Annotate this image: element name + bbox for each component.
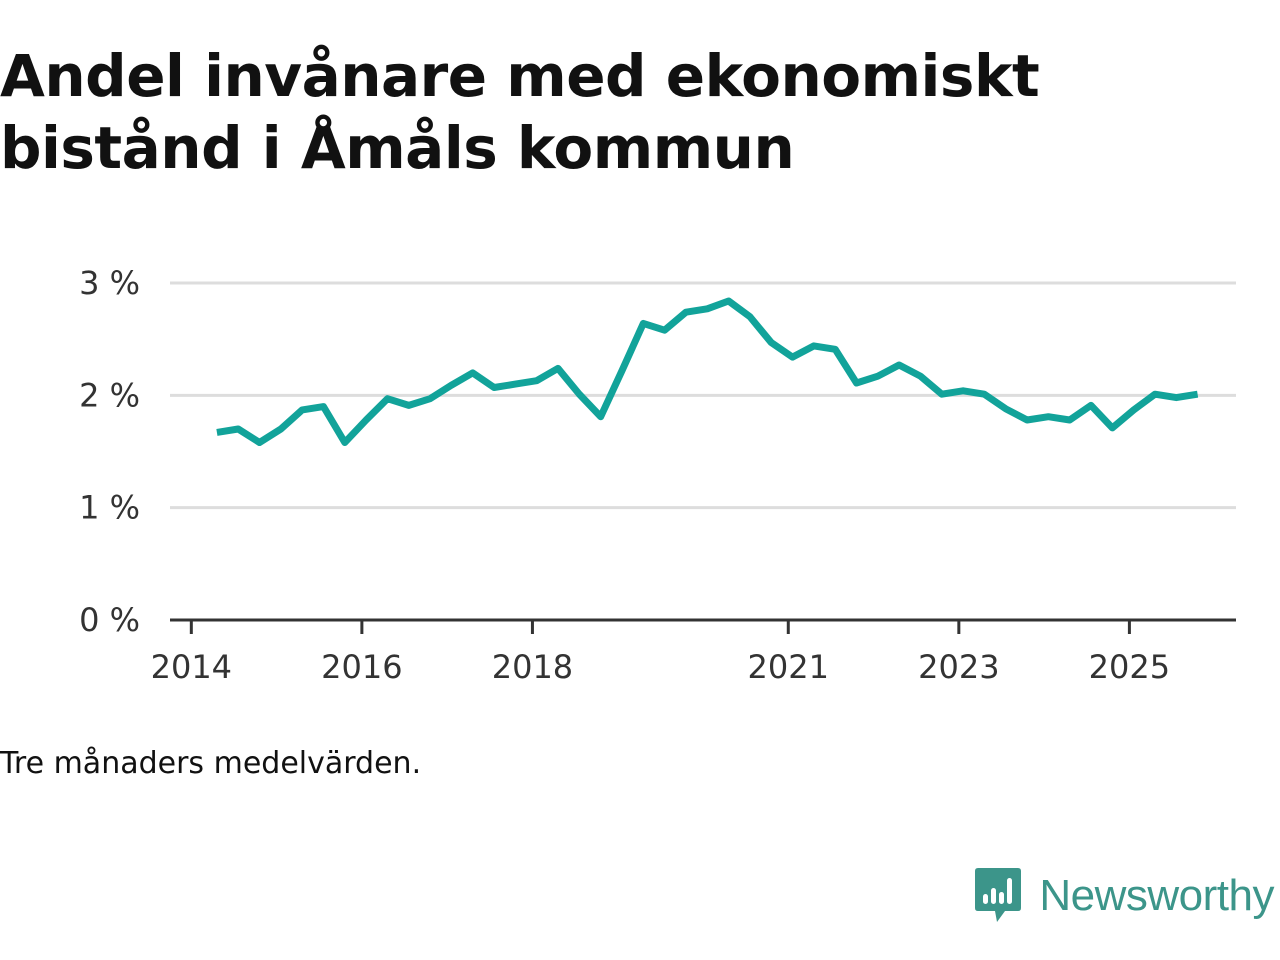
- data-point: [598, 414, 604, 420]
- data-point: [1067, 417, 1073, 423]
- data-point: [981, 391, 987, 397]
- data-point: [512, 381, 518, 387]
- data-point: [299, 407, 305, 413]
- data-point: [832, 346, 838, 352]
- data-point: [342, 440, 348, 446]
- data-point: [1152, 391, 1158, 397]
- y-tick-label: 2 %: [79, 376, 140, 414]
- x-tick-label: 2021: [748, 648, 829, 686]
- data-point: [747, 314, 753, 320]
- y-tick-label: 3 %: [79, 264, 140, 302]
- x-tick-label: 2014: [151, 648, 232, 686]
- data-point: [576, 391, 582, 397]
- x-axis: 2014 2016 2018 2021 2023 2025: [151, 618, 1236, 686]
- data-point: [790, 354, 796, 360]
- data-point: [427, 396, 433, 402]
- data-point: [534, 378, 540, 384]
- data-point: [406, 402, 412, 408]
- y-axis-labels: 0 % 1 % 2 % 3 %: [79, 264, 140, 639]
- data-point: [960, 388, 966, 394]
- newsworthy-logo-icon: [975, 868, 1022, 922]
- data-point: [470, 370, 476, 376]
- y-tick-label: 0 %: [79, 601, 140, 639]
- line-chart: 0 % 1 % 2 % 3 % 2014 2016 2018 2021 2023 2025: [79, 264, 1236, 686]
- data-point: [917, 373, 923, 379]
- data-point: [214, 429, 220, 435]
- data-point: [854, 380, 860, 386]
- data-point: [448, 382, 454, 388]
- brand-logo: Newsworthy: [973, 866, 1274, 926]
- data-point: [1109, 425, 1115, 431]
- data-point: [384, 396, 390, 402]
- data-point: [875, 373, 881, 379]
- data-point: [235, 426, 241, 432]
- x-tick-label: 2023: [918, 648, 999, 686]
- data-point: [555, 365, 561, 371]
- data-point: [363, 417, 369, 423]
- data-point: [704, 306, 710, 312]
- x-tick-label: 2025: [1089, 648, 1170, 686]
- y-tick-label: 1 %: [79, 489, 140, 527]
- x-tick-label: 2016: [321, 648, 402, 686]
- gridlines: [170, 281, 1236, 510]
- data-point: [726, 298, 732, 304]
- data-point: [811, 343, 817, 349]
- data-point: [1131, 407, 1137, 413]
- data-point: [896, 362, 902, 368]
- data-point: [491, 384, 497, 390]
- data-point: [768, 340, 774, 346]
- data-point: [683, 309, 689, 315]
- data-point: [1045, 414, 1051, 420]
- data-point: [321, 404, 327, 410]
- data-point: [1195, 391, 1201, 397]
- x-tick-label: 2018: [492, 648, 573, 686]
- data-point: [939, 391, 945, 397]
- data-point: [662, 327, 668, 333]
- brand-name: Newsworthy: [1039, 871, 1274, 920]
- chart-note: Tre månaders medelvärden.: [0, 746, 422, 781]
- series-layer: [214, 297, 1201, 446]
- chart-title: Andel invånare med ekonomiskt bistånd i …: [0, 42, 1040, 182]
- data-point: [1003, 406, 1009, 412]
- data-point: [640, 320, 646, 326]
- data-point: [278, 426, 284, 432]
- data-point: [1173, 395, 1179, 401]
- data-point: [257, 440, 263, 446]
- data-point: [1088, 402, 1094, 408]
- series-line: [216, 297, 1199, 446]
- data-point: [619, 368, 625, 374]
- data-point: [1024, 417, 1030, 423]
